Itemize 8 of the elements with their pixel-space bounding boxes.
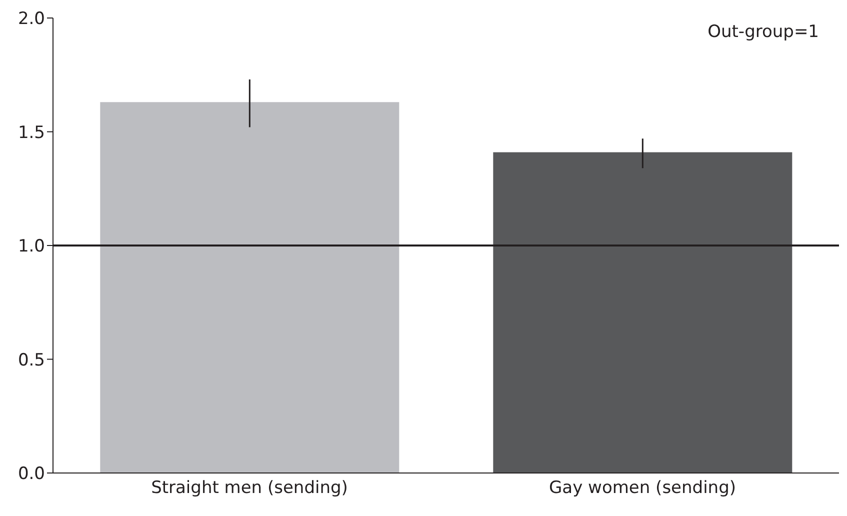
x-tick-label: Straight men (sending) — [151, 478, 348, 498]
y-tick-label: 1.0 — [18, 236, 45, 257]
annotation: Out-group=1 — [708, 22, 819, 42]
y-tick-label: 0.0 — [18, 464, 45, 484]
y-tick-label: 0.5 — [18, 350, 45, 370]
y-tick-label: 1.5 — [18, 122, 45, 143]
x-tick-label: Gay women (sending) — [549, 478, 736, 498]
y-tick-label: 2.0 — [18, 9, 45, 30]
